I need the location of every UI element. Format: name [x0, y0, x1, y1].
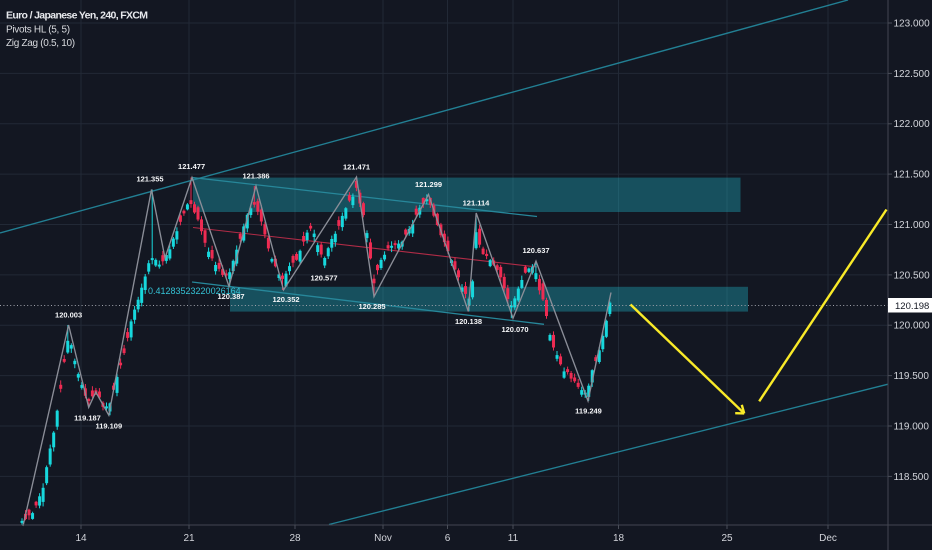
svg-text:Pivots HL (5, 5): Pivots HL (5, 5) [6, 24, 70, 35]
svg-text:121.477: 121.477 [178, 162, 205, 171]
svg-text:120.577: 120.577 [310, 274, 337, 283]
svg-text:21: 21 [183, 533, 195, 544]
svg-text:28: 28 [289, 533, 301, 544]
svg-text:120.285: 120.285 [358, 302, 385, 311]
svg-text:120.387: 120.387 [217, 292, 244, 301]
svg-text:120.500: 120.500 [894, 270, 931, 281]
svg-text:119.500: 119.500 [894, 371, 930, 382]
svg-text:122.000: 122.000 [894, 119, 931, 130]
svg-text:120.637: 120.637 [522, 246, 549, 255]
svg-text:121.114: 121.114 [463, 199, 491, 208]
svg-text:0.41283523220026164: 0.41283523220026164 [148, 286, 241, 296]
svg-text:120.003: 120.003 [55, 311, 82, 320]
svg-text:6: 6 [445, 533, 451, 544]
svg-text:121.299: 121.299 [415, 180, 442, 189]
svg-text:11: 11 [508, 533, 519, 544]
svg-text:120.000: 120.000 [894, 321, 931, 332]
svg-text:121.386: 121.386 [242, 172, 269, 181]
svg-text:121.471: 121.471 [343, 163, 370, 172]
svg-text:120.070: 120.070 [501, 325, 528, 334]
svg-text:120.138: 120.138 [455, 317, 482, 326]
svg-text:Euro / Japanese Yen, 240, FXCM: Euro / Japanese Yen, 240, FXCM [6, 10, 148, 22]
svg-text:119.187: 119.187 [74, 414, 101, 423]
svg-text:Nov: Nov [374, 533, 392, 544]
svg-text:121.500: 121.500 [894, 170, 931, 181]
svg-text:18: 18 [613, 533, 625, 544]
svg-text:120.352: 120.352 [272, 295, 299, 304]
svg-text:121.355: 121.355 [136, 175, 163, 184]
svg-text:120.198: 120.198 [895, 301, 929, 312]
svg-text:119.249: 119.249 [575, 407, 602, 416]
svg-text:118.500: 118.500 [894, 472, 930, 483]
svg-text:121.000: 121.000 [894, 220, 931, 231]
svg-text:Dec: Dec [819, 533, 837, 544]
svg-text:119.109: 119.109 [95, 422, 122, 431]
svg-text:119.000: 119.000 [894, 421, 930, 432]
svg-text:Zig Zag (0.5, 10): Zig Zag (0.5, 10) [6, 38, 75, 49]
svg-text:25: 25 [721, 533, 733, 544]
svg-text:122.500: 122.500 [894, 69, 931, 80]
svg-text:14: 14 [75, 533, 87, 544]
svg-text:123.000: 123.000 [894, 18, 931, 29]
